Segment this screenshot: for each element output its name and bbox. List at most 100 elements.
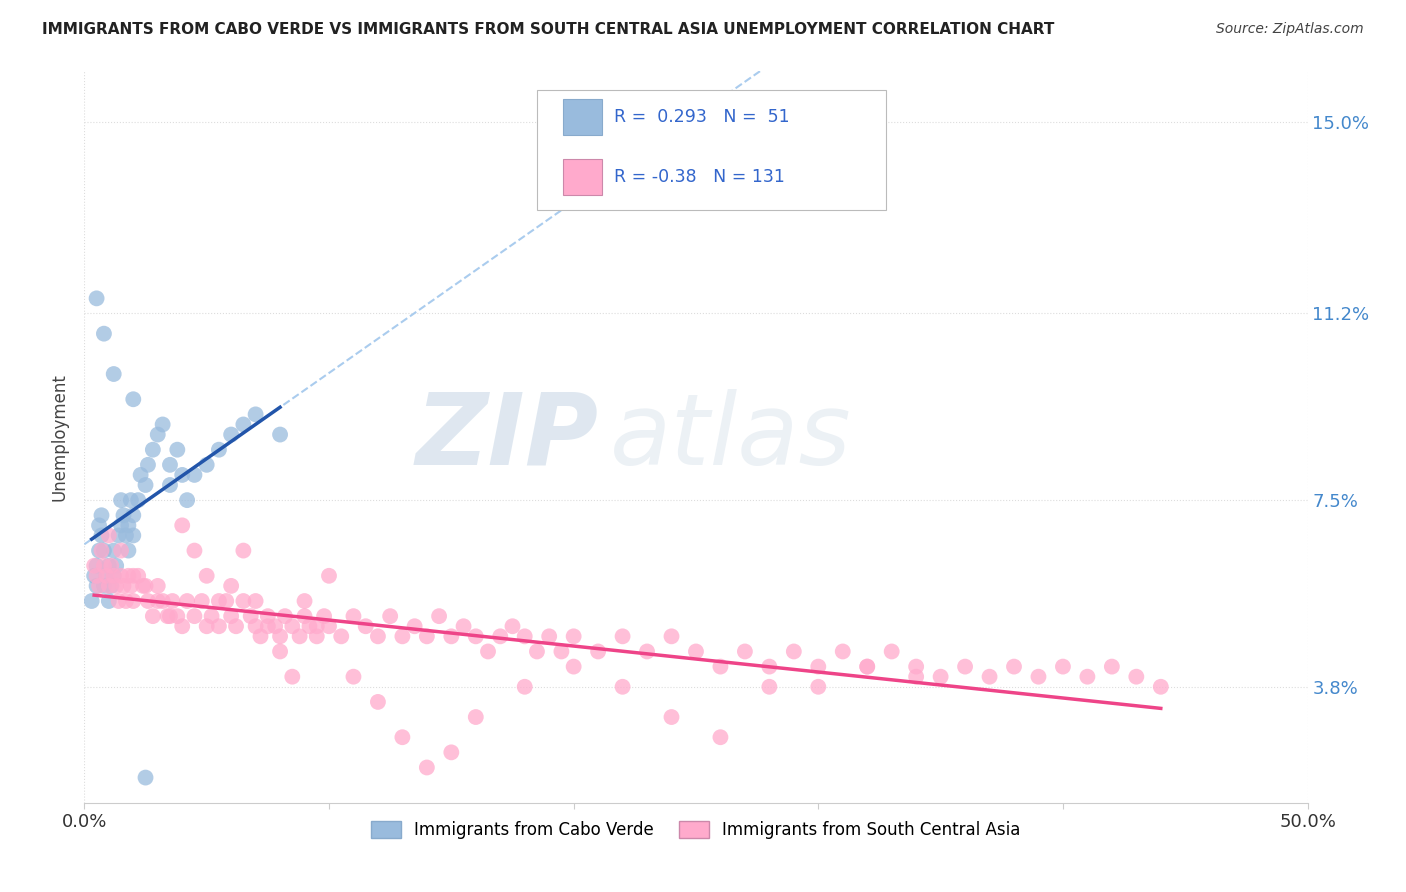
Point (1101, 659, 1123, 673)
Point (115, 594, 138, 608)
Point (367, 629, 389, 643)
Point (1028, 670, 1050, 684)
FancyBboxPatch shape (537, 90, 886, 211)
Point (112, 579, 135, 593)
Point (1052, 659, 1074, 673)
Point (318, 569, 340, 583)
Point (117, 543, 139, 558)
Point (97, 579, 120, 593)
Point (219, 609, 242, 624)
Point (294, 609, 316, 624)
Point (122, 528, 145, 542)
Point (562, 629, 585, 643)
Point (110, 518, 132, 533)
Point (93, 543, 115, 558)
Point (93, 558, 115, 573)
Point (305, 619, 328, 633)
Point (880, 644, 903, 658)
Point (122, 392, 145, 407)
Point (90, 508, 112, 523)
Point (122, 594, 145, 608)
Point (245, 619, 267, 633)
Point (239, 609, 262, 624)
Point (538, 629, 561, 643)
Point (136, 594, 159, 608)
Point (513, 680, 536, 694)
Point (208, 442, 231, 457)
Point (1150, 680, 1173, 694)
Point (288, 629, 311, 643)
Point (172, 619, 194, 633)
Point (661, 629, 683, 643)
Point (195, 569, 218, 583)
Point (807, 659, 830, 673)
Point (90, 543, 112, 558)
Point (294, 594, 316, 608)
Text: R = -0.38   N = 131: R = -0.38 N = 131 (614, 168, 785, 186)
Point (318, 619, 340, 633)
Y-axis label: Unemployment: Unemployment (51, 373, 69, 501)
Point (305, 629, 328, 643)
Point (314, 609, 336, 624)
Point (1125, 670, 1147, 684)
Point (112, 508, 135, 523)
Text: atlas: atlas (610, 389, 852, 485)
Point (953, 659, 976, 673)
Point (127, 569, 149, 583)
Point (142, 609, 165, 624)
Point (103, 543, 125, 558)
Point (979, 670, 1001, 684)
Point (380, 609, 402, 624)
Point (225, 619, 247, 633)
Point (132, 579, 155, 593)
Point (464, 629, 486, 643)
Point (513, 629, 536, 643)
Point (298, 619, 321, 633)
Point (86, 579, 108, 593)
Point (136, 458, 159, 472)
Point (96, 569, 118, 583)
Point (142, 442, 165, 457)
Point (208, 619, 231, 633)
Point (146, 594, 169, 608)
Point (86, 558, 108, 573)
Point (416, 629, 439, 643)
Point (93, 326, 115, 341)
Point (200, 609, 222, 624)
Point (232, 594, 254, 608)
Point (416, 760, 439, 774)
Point (929, 670, 952, 684)
Point (96, 569, 118, 583)
Text: ZIP: ZIP (415, 389, 598, 485)
Point (80, 594, 103, 608)
Point (232, 417, 254, 432)
Point (97, 558, 120, 573)
Point (219, 579, 242, 593)
Point (183, 543, 205, 558)
Point (1076, 670, 1098, 684)
Point (245, 408, 267, 422)
Point (115, 528, 138, 542)
Point (105, 579, 128, 593)
Legend: Immigrants from Cabo Verde, Immigrants from South Central Asia: Immigrants from Cabo Verde, Immigrants f… (364, 814, 1028, 846)
Point (807, 680, 830, 694)
Point (110, 569, 132, 583)
Point (367, 695, 389, 709)
Point (489, 629, 512, 643)
Point (97, 594, 120, 608)
Point (90, 528, 112, 542)
Point (166, 442, 188, 457)
Point (734, 644, 756, 658)
Point (269, 629, 291, 643)
Point (758, 680, 780, 694)
Point (146, 579, 169, 593)
Point (709, 730, 731, 744)
Point (110, 493, 132, 508)
Point (636, 644, 658, 658)
Point (107, 528, 129, 542)
Point (176, 493, 198, 508)
Point (905, 670, 928, 684)
Point (120, 579, 142, 593)
Point (1002, 659, 1025, 673)
Point (269, 427, 291, 442)
